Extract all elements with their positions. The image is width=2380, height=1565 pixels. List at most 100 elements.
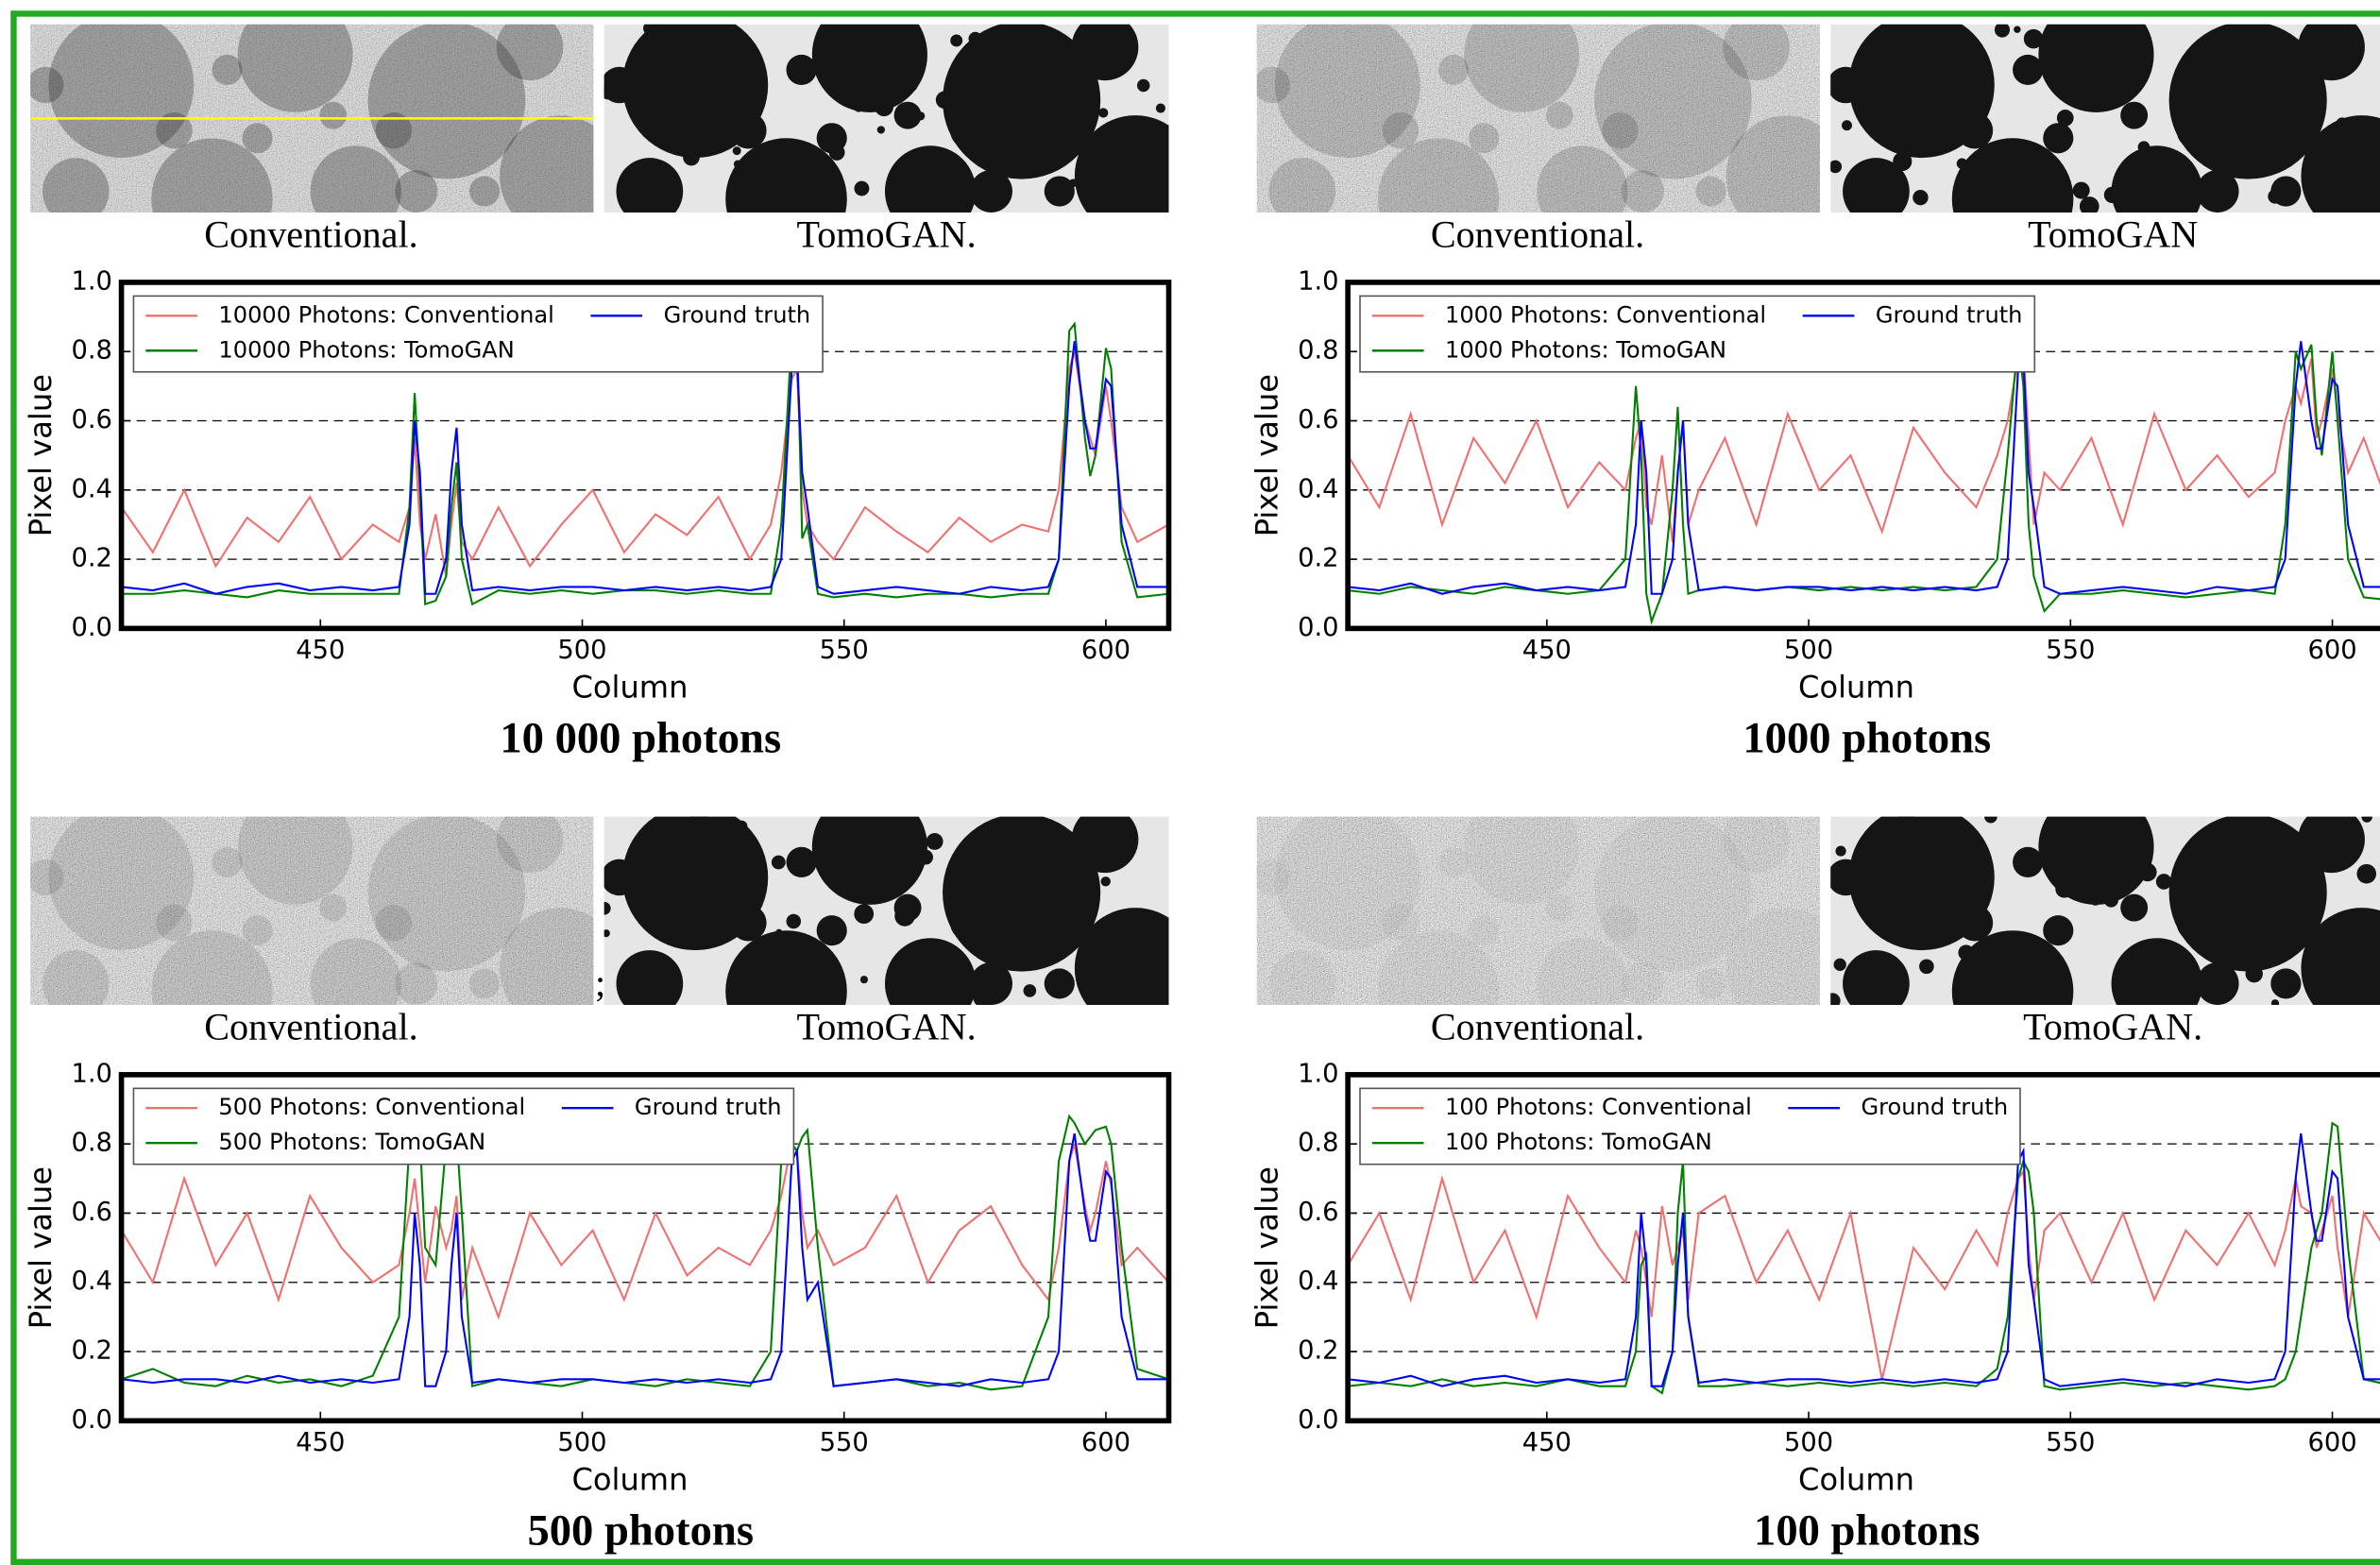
pore [238,790,353,905]
pore [733,146,741,155]
y-axis-label: Pixel value [23,1166,59,1329]
pore [1026,824,1038,836]
pore [2120,894,2148,922]
pore [1546,102,1573,129]
pore [725,71,743,89]
pore [1984,810,1998,824]
y-tick-label: 1.0 [1298,266,1338,296]
pore [2294,52,2305,63]
pore [772,856,786,870]
pore [1924,938,1934,948]
pore [979,73,988,81]
y-tick-label: 0.2 [71,1336,111,1366]
pore [1035,85,1046,96]
pore [27,859,63,895]
x-axis-label: Column [1798,670,1914,706]
pore [945,885,953,893]
pore [1088,896,1096,904]
pore [1995,23,2010,38]
pore [2013,847,2043,877]
x-tick-label: 550 [820,636,869,665]
panel-title: 10 000 photons [500,714,781,763]
pore [1696,968,1726,998]
pore [1622,170,1664,213]
x-tick-label: 500 [1784,636,1833,665]
pore [2104,893,2118,907]
pore [1958,944,1974,961]
legend-label: 500 Photons: TomoGAN [218,1129,485,1155]
image-caption: Conventional. [204,213,417,256]
panel-title: 100 photons [1754,1506,1980,1556]
pore [854,904,874,924]
figure: Conventional.TomoGAN.0.00.20.40.60.81.04… [0,0,2380,1565]
pore [2336,117,2348,129]
pore [469,176,500,206]
y-tick-label: 0.0 [1298,1405,1338,1435]
pore [1040,943,1049,952]
pore [2125,80,2132,87]
legend-label: 100 Photons: Conventional [1445,1094,1752,1120]
pore [42,158,110,225]
pore [875,30,886,42]
y-tick-label: 0.6 [1298,1198,1338,1227]
pore [950,905,987,942]
pore [1825,993,1840,1008]
y-tick-label: 0.2 [1298,544,1338,573]
pore [926,833,944,850]
pore [1875,60,1883,68]
pore [2358,169,2371,181]
pore [1696,176,1726,206]
x-tick-label: 450 [296,1428,345,1457]
legend-label: 1000 Photons: Conventional [1445,301,1766,328]
pore [2215,926,2221,932]
image-caption: TomoGAN. [796,213,976,256]
pore [1964,843,1972,852]
pore [1622,962,1664,1005]
pore [497,807,564,874]
pore [1893,152,1912,171]
y-tick-label: 0.0 [71,613,111,642]
pore [617,950,684,1017]
legend-label: 100 Photons: TomoGAN [1445,1129,1712,1155]
pore [2050,971,2058,978]
pore [829,145,845,161]
image-caption: TomoGAN. [796,1005,976,1047]
pore [1879,907,1886,913]
pore [395,170,437,213]
pore [735,101,749,115]
pore [2254,850,2266,861]
pore [622,191,643,212]
x-tick-label: 550 [2046,1428,2095,1457]
pore [1254,859,1290,895]
pore [1998,962,2018,983]
pore [243,123,273,153]
pore [936,91,954,109]
pore [894,906,915,927]
pore [858,840,872,853]
x-tick-label: 600 [1081,636,1130,665]
pore [1157,967,1174,984]
pore [947,915,954,922]
pore [2203,946,2210,953]
pore [2318,937,2324,944]
pore [678,52,684,58]
pore [1438,847,1469,877]
pore [2246,965,2263,982]
pore [1843,950,1910,1017]
y-tick-label: 0.2 [71,544,111,573]
pore [1912,190,1928,205]
y-tick-label: 0.0 [71,1405,111,1435]
y-tick-label: 0.4 [1298,1267,1338,1296]
pore [1269,950,1336,1017]
pore [1910,879,1919,889]
pore [1726,908,1847,1029]
pore [1011,64,1031,85]
pore [973,988,992,1007]
pore [2016,60,2033,77]
pore [1980,85,1992,96]
pore [1919,959,1934,974]
x-tick-label: 600 [2307,1428,2356,1457]
pore [500,115,620,236]
pore [1072,806,1139,873]
pore [42,950,110,1017]
